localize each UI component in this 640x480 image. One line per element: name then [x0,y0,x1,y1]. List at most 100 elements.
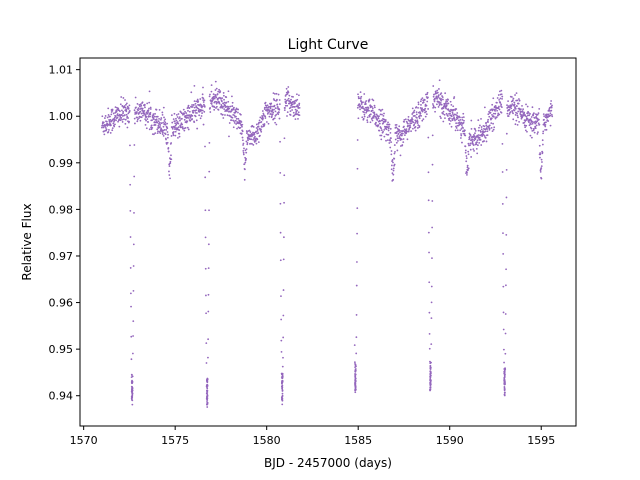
data-point [477,119,480,122]
data-point [206,397,208,400]
data-point [298,106,301,109]
data-point [474,128,477,131]
data-point [206,406,209,408]
data-point [173,126,176,129]
data-point [392,169,395,172]
data-point [230,119,233,122]
data-point [188,110,191,113]
data-point [500,89,503,92]
data-point [241,125,243,128]
data-point [544,123,547,126]
data-point [182,108,185,111]
data-point [132,320,135,323]
data-point [455,108,458,110]
data-point [466,164,469,167]
data-point [149,111,152,114]
data-point [528,124,531,127]
data-point [486,134,489,137]
data-point [532,129,535,132]
data-point [429,379,432,382]
data-point [499,101,502,104]
data-point [526,130,528,133]
data-point [405,128,408,131]
data-point [113,120,115,123]
data-point [379,110,382,112]
data-point [549,114,552,117]
data-point [296,104,299,107]
data-point [244,168,246,171]
data-point [210,90,213,93]
data-point [217,90,220,93]
data-point [476,141,478,144]
data-point [112,112,115,115]
data-point [166,131,169,133]
data-point [444,92,447,95]
data-point [104,126,107,129]
data-point [534,127,537,130]
data-point [162,125,165,128]
data-point [111,127,114,130]
data-point [202,123,205,126]
data-point [226,114,229,117]
data-point [483,106,486,109]
data-point [503,376,506,378]
data-point [364,101,367,104]
data-point [456,129,459,132]
data-point [149,113,152,116]
data-point [152,118,155,120]
data-point [389,139,391,141]
data-point [251,142,253,145]
data-point [279,202,282,205]
data-point [442,98,444,101]
data-point [287,86,290,88]
data-point [291,103,294,106]
data-point [530,123,532,125]
data-point [108,119,110,121]
data-point [250,138,253,141]
data-point [296,98,299,101]
data-point [131,392,134,395]
data-point [470,119,473,122]
data-point [241,139,244,142]
data-point [129,236,132,238]
data-point [281,376,284,378]
data-point [128,104,131,107]
data-point [396,137,399,140]
data-point [237,117,240,120]
data-point [164,121,167,124]
data-point [537,131,539,134]
data-point [511,96,513,98]
data-point [486,130,489,133]
data-point [440,92,443,95]
data-point [533,131,536,134]
data-point [259,134,261,137]
data-point [124,122,127,125]
data-point [455,125,457,128]
data-point [395,126,398,129]
data-point [398,129,401,132]
data-point [429,378,432,380]
data-point [536,120,539,123]
data-point [462,112,465,115]
data-point [206,403,208,406]
data-point [446,100,449,103]
data-point [503,391,506,394]
data-point [421,110,424,113]
data-point [436,91,439,94]
data-point [503,393,506,395]
data-point [184,110,186,113]
data-point [490,117,493,120]
data-point [286,104,289,107]
data-point [176,121,179,123]
data-point [506,112,509,115]
data-point [422,101,425,104]
data-point [485,124,488,127]
data-point [420,98,423,101]
data-point [260,120,263,123]
data-point [434,106,437,109]
data-point [138,105,141,108]
data-point [423,109,426,112]
data-point [192,111,195,114]
data-point [414,129,417,132]
data-point [131,381,133,384]
